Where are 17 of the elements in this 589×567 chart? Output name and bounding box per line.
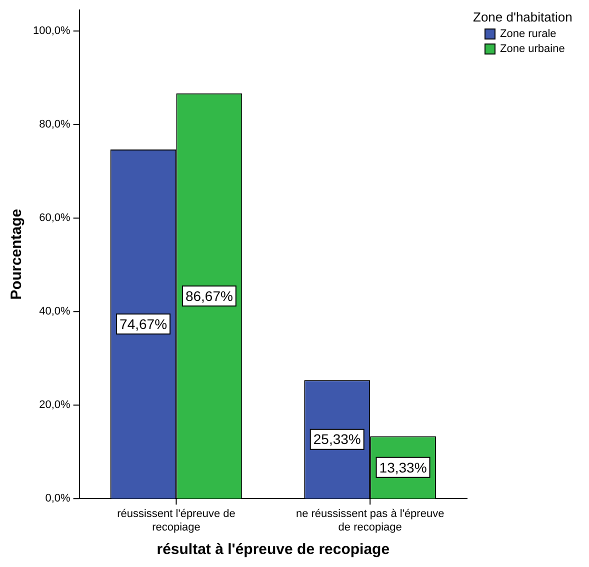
y-axis-title: Pourcentage (8, 208, 26, 300)
data-label: 25,33% (313, 431, 361, 448)
y-tick-label: 100,0% (32, 25, 71, 38)
legend-title: Zone d'habitation (473, 10, 572, 25)
x-tick-label: réussissent l'épreuve de recopiage (117, 508, 236, 534)
y-tick-label: 60,0% (39, 212, 71, 224)
data-label: 74,67% (120, 316, 168, 332)
x-tick-label: ne réussissent pas à l'épreuve de recopiage (296, 508, 444, 534)
y-tick-label: 0,0% (45, 492, 71, 505)
x-axis-title: résultat à l'épreuve de recopiage (156, 541, 390, 558)
y-tick-label: 20,0% (39, 399, 71, 412)
legend-label: Zone urbaine (500, 43, 565, 56)
data-label: 13,33% (379, 459, 427, 476)
legend-label: Zone rurale (500, 28, 556, 40)
data-label: 86,67% (185, 288, 233, 304)
y-tick-label: 40,0% (39, 306, 71, 318)
y-tick-label: 80,0% (39, 118, 71, 131)
